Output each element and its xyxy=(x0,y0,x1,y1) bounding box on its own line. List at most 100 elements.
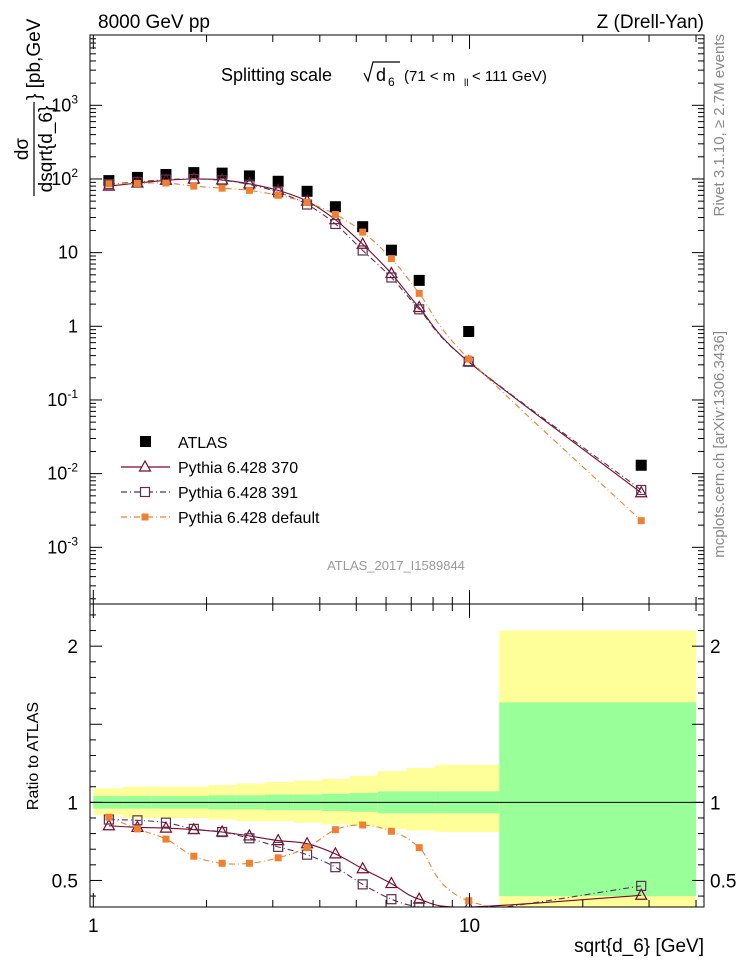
ratio-point-p370 xyxy=(242,828,256,841)
main-point-pdefault xyxy=(415,289,423,297)
ratio-point-p370 xyxy=(464,899,473,907)
main-point-pdefault xyxy=(359,228,367,236)
ratio-point-pdefault xyxy=(638,927,645,934)
mcplots-label: mcplots.cern.ch [arXiv:1306.3436] xyxy=(711,331,728,558)
ratio-point-pdefault xyxy=(274,854,282,862)
ylabel-unit: } [pb,GeV xyxy=(24,18,45,100)
main-ytick-label: 102 xyxy=(51,166,78,189)
main-point-atlas xyxy=(272,175,284,187)
ratio-point-p370 xyxy=(356,861,370,874)
main-panel: 10-3 10-2 10-1 1 10 102 103 xyxy=(47,34,705,605)
main-point-atlas xyxy=(243,170,255,182)
ratio-point-p370 xyxy=(634,888,648,900)
ratio-point-pdefault xyxy=(331,826,339,834)
legend-item-atlas: ATLAS xyxy=(140,435,228,452)
main-point-pdefault xyxy=(190,182,198,190)
legend-marker-atlas xyxy=(140,436,151,447)
ratio-point-p391 xyxy=(132,815,143,826)
legend-label-p391: Pythia 6.428 391 xyxy=(178,485,298,502)
band-inner xyxy=(499,702,697,897)
ratio-axes: 0.5 0.5 1 1 2 2 1 10 xyxy=(52,604,736,937)
main-series-markers xyxy=(102,167,648,525)
main-point-atlas xyxy=(385,244,397,256)
ratio-point-p391 xyxy=(636,880,647,892)
main-point-pdefault xyxy=(387,255,395,263)
ratio-point-pdefault xyxy=(415,844,423,852)
ratio-point-p391 xyxy=(301,849,313,860)
ratio-point-p391 xyxy=(386,894,397,905)
main-point-pdefault xyxy=(218,184,226,192)
ratio-frame xyxy=(89,603,705,908)
main-point-p391 xyxy=(386,272,397,283)
x-axis-label: sqrt{d_6} [GeV] xyxy=(574,936,704,957)
main-point-atlas xyxy=(463,326,475,338)
ratio-uncertainty-bands xyxy=(90,630,704,907)
main-point-pdefault xyxy=(637,517,645,525)
main-ytick-label: 1 xyxy=(68,316,78,336)
main-point-pdefault xyxy=(331,210,339,218)
ratio-point-pdefault xyxy=(105,813,113,821)
ratio-point-p391 xyxy=(188,823,199,835)
ratio-point-p370 xyxy=(328,846,342,859)
title-range-sub: ll xyxy=(464,78,468,89)
main-point-p391 xyxy=(357,245,368,256)
title-symbol-sub: 6 xyxy=(388,75,395,89)
legend-item-p370: Pythia 6.428 370 xyxy=(121,459,298,477)
sqrt-symbol-icon xyxy=(363,61,400,83)
ratio-ytick-label-left: 0.5 xyxy=(52,871,78,892)
legend-marker-p370 xyxy=(138,459,152,472)
legend-item-pdefault: Pythia 6.428 default xyxy=(121,510,320,527)
main-point-p370 xyxy=(412,300,426,313)
rivet-label: Rivet 3.1.10, ≥ 2.7M events xyxy=(711,34,728,217)
ratio-ytick-label-left: 2 xyxy=(67,637,78,658)
main-ytick-label: 10 xyxy=(58,243,78,263)
main-axes: 10-3 10-2 10-1 1 10 102 103 xyxy=(47,34,704,604)
ratio-point-p391 xyxy=(160,817,172,828)
title-range: (71 < m xyxy=(404,68,455,85)
title-symbol: d xyxy=(376,65,386,85)
ratio-point-p391 xyxy=(414,901,425,907)
ratio-point-p370 xyxy=(271,833,285,846)
main-point-pdefault xyxy=(105,180,113,188)
ylabel-denominator: dsqrt{d_6} xyxy=(36,106,57,193)
main-point-atlas xyxy=(301,185,313,197)
main-point-p391 xyxy=(330,218,341,230)
ratio-point-pdefault xyxy=(218,859,226,867)
legend-label-atlas: ATLAS xyxy=(178,435,228,452)
header-right: Z (Drell-Yan) xyxy=(597,12,704,33)
ratio-point-p391 xyxy=(273,841,284,852)
main-point-p391 xyxy=(414,304,425,315)
legend-item-p391: Pythia 6.428 391 xyxy=(121,485,298,502)
ratio-ylabel: Ratio to ATLAS xyxy=(25,702,42,810)
main-point-pdefault xyxy=(162,179,170,187)
ratio-panel: 0.5 0.5 1 1 2 2 1 10 xyxy=(52,603,736,937)
ratio-point-pdefault xyxy=(359,821,367,829)
ratio-point-pdefault xyxy=(387,827,395,835)
legend-label-pdefault: Pythia 6.428 default xyxy=(178,510,320,527)
main-point-p370 xyxy=(328,212,342,225)
ratio-point-pdefault xyxy=(190,852,198,860)
title-main: Splitting scale xyxy=(221,65,332,85)
legend: ATLAS Pythia 6.428 370 Pythia 6.428 391 … xyxy=(121,435,320,527)
ratio-point-pdefault xyxy=(133,825,141,833)
main-ylabel: dσ dsqrt{d_6} } [pb,GeV -1 ] xyxy=(12,18,57,196)
ratio-line-p370 xyxy=(108,825,642,907)
xtick-label: 1 xyxy=(88,916,99,937)
main-point-p391 xyxy=(636,484,647,496)
main-point-atlas xyxy=(329,201,341,213)
ratio-point-p370 xyxy=(384,876,398,889)
main-point-pdefault xyxy=(465,355,473,363)
main-ytick-label: 103 xyxy=(51,92,78,115)
ratio-point-pdefault xyxy=(162,835,170,843)
legend-marker-pdefault xyxy=(141,513,149,521)
ratio-point-p391 xyxy=(463,906,474,907)
main-point-p391 xyxy=(103,179,114,190)
main-point-atlas xyxy=(413,274,425,286)
ratio-point-pdefault xyxy=(465,897,473,905)
ratio-ytick-label-left: 1 xyxy=(67,793,78,814)
ratio-ytick-label-right: 1 xyxy=(710,793,721,814)
ratio-point-pdefault xyxy=(303,844,311,852)
main-point-atlas xyxy=(635,459,647,471)
main-ytick-label: 10-3 xyxy=(47,534,78,557)
